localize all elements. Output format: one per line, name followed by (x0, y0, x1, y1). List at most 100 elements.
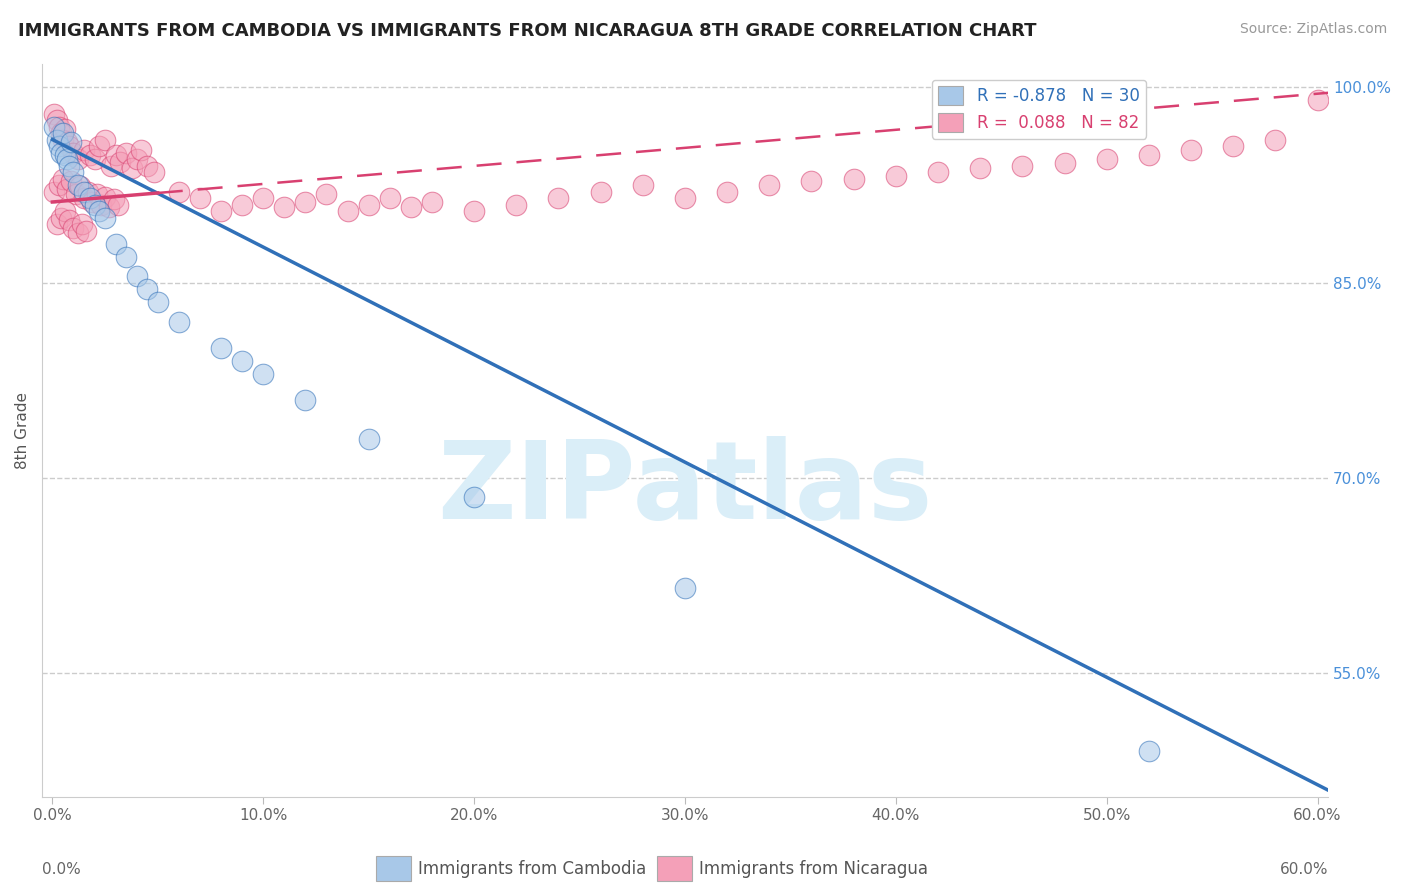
Point (45, 217, 67, 231)
Point (463, 204, 485, 219)
Point (60, 174, 83, 188)
Point (58, 213, 80, 227)
Point (357, 432, 380, 446)
Point (167, 315, 190, 329)
Point (115, 250, 138, 264)
Point (884, 169, 907, 183)
Point (87, 139, 110, 153)
Point (100, 159, 122, 173)
Point (103, 193, 125, 207)
Text: Immigrants from Nicaragua: Immigrants from Nicaragua (699, 860, 928, 878)
Point (62, 165, 84, 179)
Point (82, 194, 104, 209)
Point (121, 161, 143, 176)
Point (108, 154, 131, 169)
Point (94, 211, 117, 225)
Point (357, 197, 380, 211)
Point (294, 194, 316, 209)
Text: 0.0%: 0.0% (42, 863, 80, 877)
Point (86, 187, 108, 202)
Point (378, 191, 401, 205)
Point (399, 200, 422, 214)
Text: 60.0%: 60.0% (1279, 863, 1329, 877)
Point (45, 132, 67, 146)
Point (66, 178, 89, 192)
Point (927, 165, 949, 179)
Point (716, 185, 738, 199)
Point (53, 204, 76, 219)
Point (56, 182, 79, 196)
Point (77, 185, 100, 199)
Point (252, 191, 274, 205)
Point (58, 159, 80, 173)
Point (94, 190, 117, 204)
Text: IMMIGRANTS FROM CAMBODIA VS IMMIGRANTS FROM NICARAGUA 8TH GRADE CORRELATION CHAR: IMMIGRANTS FROM CAMBODIA VS IMMIGRANTS F… (18, 22, 1036, 40)
Point (45, 113, 67, 128)
Point (48, 139, 70, 153)
Point (87, 204, 110, 219)
Point (1137, 744, 1160, 758)
Point (1180, 143, 1202, 157)
Point (60, 135, 83, 149)
Point (79, 191, 101, 205)
Point (66, 152, 89, 166)
Point (107, 197, 129, 211)
Point (49, 126, 72, 140)
Point (104, 236, 127, 251)
Point (129, 143, 152, 157)
Point (969, 161, 991, 176)
Point (673, 191, 696, 205)
Point (420, 194, 443, 209)
Point (800, 174, 823, 188)
Point (589, 185, 612, 199)
Point (336, 204, 359, 219)
Point (136, 159, 159, 173)
Legend: R = -0.878   N = 30, R =  0.088   N = 82: R = -0.878 N = 30, R = 0.088 N = 82 (932, 79, 1146, 139)
Point (52, 126, 75, 140)
Point (547, 191, 569, 205)
Point (167, 185, 190, 199)
Point (44, 120, 66, 134)
Point (631, 178, 654, 192)
Point (136, 282, 159, 296)
Point (1011, 159, 1033, 173)
Point (65, 187, 87, 202)
Point (73, 185, 96, 199)
Point (209, 204, 232, 219)
Point (70, 217, 93, 231)
Point (52, 132, 75, 146)
Text: Source: ZipAtlas.com: Source: ZipAtlas.com (1240, 22, 1388, 37)
Point (62, 221, 84, 235)
Point (1137, 148, 1160, 162)
Point (231, 197, 253, 211)
Point (44, 185, 66, 199)
Point (49, 211, 72, 225)
Point (673, 582, 696, 596)
Point (53, 122, 76, 136)
Point (231, 353, 253, 368)
Point (48, 120, 70, 134)
Text: ZIPatlas: ZIPatlas (437, 436, 932, 542)
Point (62, 145, 84, 160)
Point (505, 197, 527, 211)
Point (48, 178, 70, 192)
Point (758, 178, 780, 192)
Point (79, 148, 101, 162)
Point (273, 200, 295, 214)
Point (315, 187, 337, 202)
Point (66, 226, 89, 240)
Point (49, 145, 72, 160)
Point (209, 341, 232, 355)
Point (83, 197, 105, 211)
Point (294, 392, 316, 407)
Point (98, 200, 121, 214)
Text: Immigrants from Cambodia: Immigrants from Cambodia (418, 860, 647, 878)
Point (142, 165, 165, 179)
Point (146, 295, 169, 310)
Point (56, 152, 79, 166)
Point (56, 135, 79, 149)
Point (125, 269, 148, 284)
Point (1306, 94, 1329, 108)
Point (53, 148, 76, 162)
Point (73, 191, 96, 205)
